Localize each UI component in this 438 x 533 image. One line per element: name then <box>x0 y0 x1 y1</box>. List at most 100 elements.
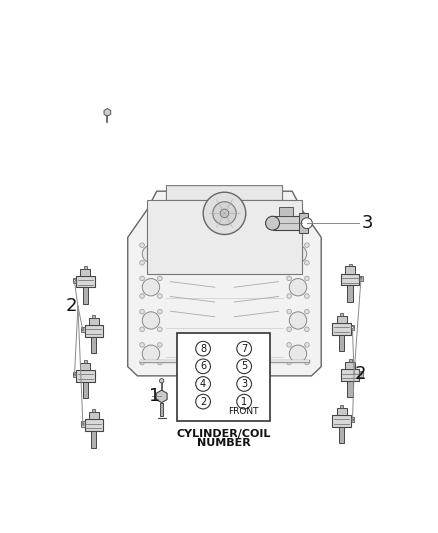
Circle shape <box>82 328 84 330</box>
Bar <box>345 266 355 273</box>
Circle shape <box>142 279 160 296</box>
Text: 1: 1 <box>241 397 247 407</box>
Circle shape <box>140 294 145 298</box>
Text: 2: 2 <box>354 365 366 383</box>
Bar <box>76 370 95 382</box>
Circle shape <box>140 261 145 265</box>
Bar <box>85 419 103 431</box>
Circle shape <box>287 276 291 281</box>
Circle shape <box>158 360 162 365</box>
Circle shape <box>220 209 229 217</box>
Bar <box>340 313 343 316</box>
Circle shape <box>304 327 309 332</box>
Circle shape <box>289 279 307 296</box>
Circle shape <box>301 218 312 229</box>
Circle shape <box>196 377 210 391</box>
FancyBboxPatch shape <box>166 185 283 200</box>
Circle shape <box>360 373 362 375</box>
Circle shape <box>287 309 291 314</box>
Bar <box>92 409 95 412</box>
Circle shape <box>287 243 291 247</box>
Bar <box>347 285 353 302</box>
Bar <box>85 325 103 337</box>
Bar <box>147 200 302 274</box>
Circle shape <box>196 359 210 374</box>
Circle shape <box>289 312 307 329</box>
Text: FRONT: FRONT <box>228 407 259 416</box>
Bar <box>345 362 355 369</box>
Circle shape <box>287 327 291 332</box>
Bar <box>73 372 76 377</box>
Circle shape <box>304 276 309 281</box>
Bar <box>332 323 351 335</box>
Bar <box>351 417 354 423</box>
Bar <box>347 381 353 398</box>
Bar <box>81 327 85 332</box>
Text: 5: 5 <box>241 361 247 372</box>
Circle shape <box>159 378 164 383</box>
Bar <box>81 421 85 426</box>
Text: 1: 1 <box>149 387 161 406</box>
Circle shape <box>287 261 291 265</box>
Text: 6: 6 <box>200 361 206 372</box>
Text: 2: 2 <box>200 397 206 407</box>
Polygon shape <box>128 191 321 376</box>
Circle shape <box>158 261 162 265</box>
Circle shape <box>196 394 210 409</box>
Bar <box>339 427 344 443</box>
Circle shape <box>158 309 162 314</box>
Bar <box>73 278 76 283</box>
Bar <box>80 363 90 370</box>
Bar <box>92 315 95 318</box>
Bar <box>89 412 99 419</box>
Circle shape <box>237 394 251 409</box>
Circle shape <box>140 327 145 332</box>
Bar <box>80 269 90 276</box>
Circle shape <box>287 343 291 347</box>
Bar <box>332 415 351 427</box>
Circle shape <box>287 360 291 365</box>
Circle shape <box>140 243 145 247</box>
Circle shape <box>237 359 251 374</box>
Bar <box>349 264 352 266</box>
Circle shape <box>158 327 162 332</box>
Text: 8: 8 <box>200 344 206 354</box>
Bar <box>83 287 88 304</box>
Bar <box>84 360 87 363</box>
Circle shape <box>74 374 75 376</box>
Circle shape <box>142 312 160 329</box>
Bar <box>339 335 344 351</box>
Circle shape <box>304 261 309 265</box>
Circle shape <box>304 343 309 347</box>
Circle shape <box>140 343 145 347</box>
Circle shape <box>140 360 145 365</box>
Bar <box>76 276 95 287</box>
Circle shape <box>351 327 353 328</box>
Bar <box>340 405 343 408</box>
Circle shape <box>304 294 309 298</box>
Circle shape <box>142 245 160 263</box>
Text: 7: 7 <box>241 344 247 354</box>
Bar <box>336 316 346 323</box>
Circle shape <box>203 192 246 235</box>
Bar <box>91 337 96 353</box>
Circle shape <box>158 243 162 247</box>
Circle shape <box>140 309 145 314</box>
Circle shape <box>304 243 309 247</box>
Circle shape <box>304 309 309 314</box>
Circle shape <box>289 345 307 362</box>
Bar <box>272 216 302 230</box>
Circle shape <box>360 277 362 279</box>
Bar <box>83 382 88 398</box>
Text: 4: 4 <box>200 379 206 389</box>
Bar <box>359 371 363 376</box>
Circle shape <box>82 423 84 425</box>
Bar <box>84 265 87 269</box>
Circle shape <box>74 279 75 281</box>
Bar <box>336 408 346 415</box>
Text: 2: 2 <box>66 297 78 315</box>
Circle shape <box>287 294 291 298</box>
Circle shape <box>213 201 236 225</box>
Bar <box>91 431 96 448</box>
Circle shape <box>142 345 160 362</box>
